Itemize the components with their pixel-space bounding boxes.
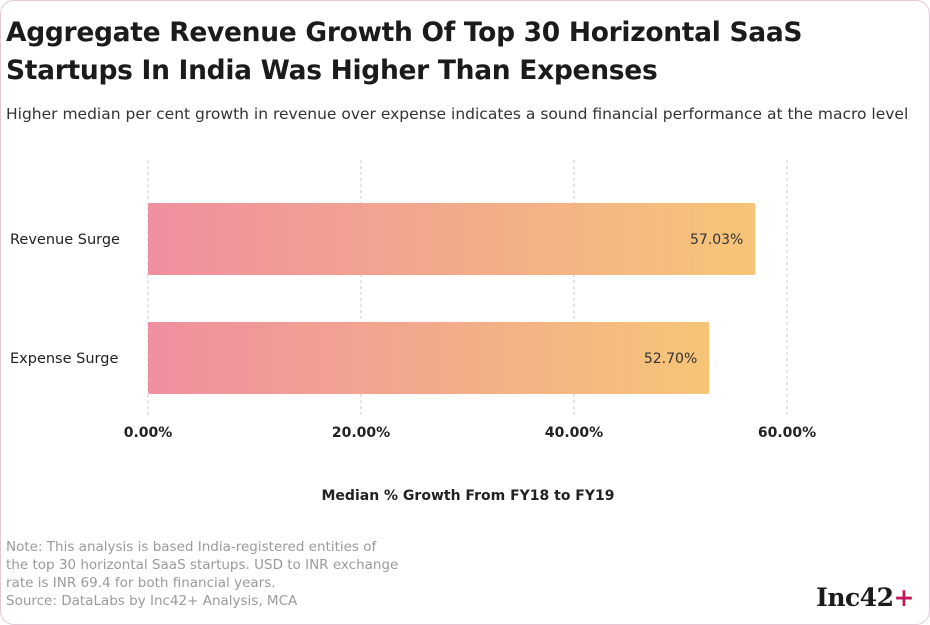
chart-title: Aggregate Revenue Growth Of Top 30 Horiz… [6, 17, 803, 86]
bar-value-label: 52.70% [644, 351, 697, 367]
category-label: Revenue Surge [10, 232, 120, 248]
note-line: the top 30 horizontal SaaS startups. USD… [6, 557, 399, 573]
bar-chart: 57.03% Revenue Surge 52.70% Expense Surge 0… [10, 160, 816, 441]
note-line: Note: This analysis is based India-regis… [6, 539, 377, 555]
bar [148, 322, 710, 394]
source-note: Note: This analysis is based India-regis… [6, 538, 486, 610]
x-tick-label: 60.00% [758, 425, 816, 441]
logo-text: Inc42 [816, 583, 894, 612]
logo-plus: + [893, 583, 915, 612]
bar [148, 203, 756, 275]
x-tick-label: 40.00% [545, 425, 603, 441]
category-label: Expense Surge [10, 351, 118, 367]
bar-value-label: 57.03% [690, 232, 743, 248]
source-line: Source: DataLabs by Inc42+ Analysis, MCA [6, 593, 298, 609]
chart-subtitle: Higher median per cent growth in revenue… [6, 105, 909, 123]
inc42-logo: Inc42+ [816, 583, 914, 612]
note-line: rate is INR 69.4 for both financial year… [6, 575, 276, 591]
x-tick-label: 20.00% [332, 425, 390, 441]
x-tick-label: 0.00% [124, 425, 173, 441]
x-axis-label: Median % Growth From FY18 to FY19 [321, 488, 615, 504]
